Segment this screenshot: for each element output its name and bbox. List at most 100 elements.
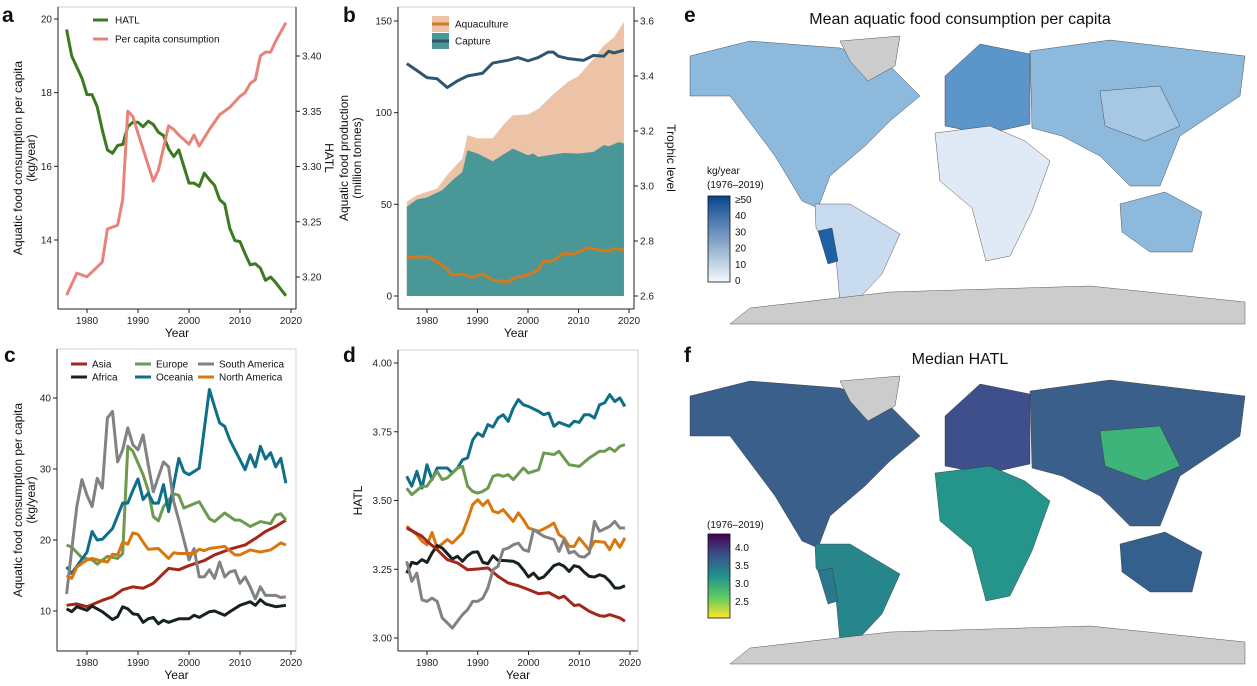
y-axis-label-unit: (million tonnes) — [350, 117, 364, 198]
panel-label-c: c — [4, 344, 16, 367]
series-line-africa — [65, 598, 287, 626]
x-axis-label: Year — [164, 668, 188, 682]
panel-label-b: b — [343, 4, 356, 27]
legend-label: Aquaculture — [455, 20, 509, 31]
y-axis-label-unit: (kg/year) — [24, 476, 38, 523]
series-line-per-capita-consumption — [65, 21, 288, 296]
colorbar-f-tick: 3.5 — [735, 561, 749, 572]
colorbar-e-period: (1976–2019) — [707, 180, 764, 191]
y-tick-label: 3.00 — [373, 634, 393, 645]
colorbar-e — [707, 195, 731, 283]
panel-label-f: f — [684, 344, 692, 367]
region-gl — [839, 375, 901, 422]
x-tick-label: 2000 — [178, 658, 201, 669]
x-tick-label: 2010 — [229, 658, 252, 669]
legend-label: Africa — [92, 373, 118, 384]
y-tick-label: 0 — [386, 292, 392, 303]
plot-frame — [397, 349, 639, 652]
y-right-tick-label: 3.40 — [302, 52, 322, 63]
x-tick-label: 2020 — [280, 658, 303, 669]
x-tick-label: 1990 — [127, 316, 150, 327]
region-pe — [817, 227, 839, 265]
series-line-asia — [405, 526, 626, 623]
colorbar-e-tick: 10 — [735, 260, 747, 271]
y-axis-right-label: HATL — [322, 143, 336, 173]
y-tick-label: 30 — [40, 465, 52, 476]
y-axis-label: Aquatic food production(million tonnes) — [337, 95, 364, 221]
series-line-oceania — [65, 387, 288, 575]
region-af — [934, 125, 1051, 262]
legend-label: Europe — [156, 360, 189, 371]
y-axis-label: Aquatic food consumption per capita(kg/y… — [11, 61, 38, 255]
x-tick-label: 2000 — [517, 316, 540, 327]
y-axis-label-line: Aquatic food consumption per capita — [11, 61, 25, 255]
series-line-south-america — [65, 409, 287, 601]
legend-label: HATL — [115, 16, 140, 27]
series-line-south-america — [405, 519, 625, 630]
map-f — [689, 375, 1246, 665]
region-cn — [1099, 425, 1181, 482]
x-tick-label: 1980 — [416, 316, 439, 327]
x-tick-label: 1980 — [416, 658, 439, 669]
colorbar-e-tick: 20 — [735, 244, 747, 255]
x-tick-label: 1990 — [466, 316, 489, 327]
x-tick-label: 2020 — [619, 658, 642, 669]
y-tick-label: 150 — [375, 17, 392, 28]
x-tick-label: 2010 — [567, 316, 590, 327]
y-tick-label: 20 — [40, 536, 52, 547]
y-tick-label: 3.75 — [373, 427, 393, 438]
series-line-oceania — [405, 393, 627, 490]
y-axis-right-label: Trophic level — [664, 124, 678, 192]
colorbar-f-tick: 4.0 — [735, 543, 749, 554]
y-tick-label: 3.25 — [373, 565, 393, 576]
series-line-north-america — [65, 531, 287, 580]
region-an — [729, 285, 1246, 325]
colorbar-e-tick: 40 — [735, 211, 747, 222]
map-title: Median HATL — [912, 351, 1009, 368]
colorbar-e-label: kg/year — [707, 166, 740, 177]
colorbar-f-tick: 2.5 — [735, 597, 749, 608]
series-line-europe — [405, 443, 626, 497]
series-line-hatl — [65, 29, 288, 297]
legend-label: Capture — [455, 37, 491, 48]
region-gl — [839, 35, 901, 82]
y-right-tick-label: 2.8 — [640, 237, 654, 248]
x-tick-label: 2020 — [618, 316, 641, 327]
region-af — [934, 465, 1051, 602]
x-tick-label: 2000 — [517, 658, 540, 669]
panel-b: 1980 1990 2000 2010 2020 Year 0 50 100 150 2.6 2.8 3… — [337, 6, 678, 340]
y-tick-label: 10 — [40, 607, 52, 618]
y-right-tick-label: 3.0 — [640, 182, 654, 193]
panel-label-a: a — [2, 4, 14, 27]
x-tick-label: 1990 — [127, 658, 150, 669]
x-axis-label: Year — [506, 668, 530, 682]
series-line-asia — [66, 518, 287, 609]
series-line-aquaculture — [406, 246, 625, 284]
y-tick-label: 4.00 — [373, 359, 393, 370]
x-axis-label: Year — [504, 326, 528, 340]
legend-label: South America — [219, 360, 284, 371]
x-tick-label: 2010 — [229, 316, 252, 327]
panel-d: 1980 1990 2000 2010 2020 Year 3.00 3.25 3.50 3.75… — [351, 349, 642, 682]
series-line-capture — [405, 48, 625, 90]
legend-label: Oceania — [156, 373, 194, 384]
x-tick-label: 1980 — [76, 658, 99, 669]
panel-label-d: d — [343, 344, 356, 367]
plot-frame — [57, 6, 297, 310]
map-e — [689, 35, 1246, 325]
region-cn — [1099, 85, 1181, 142]
panel-label-e: e — [684, 4, 696, 27]
panel-c: 1980 1990 2000 2010 2020 Year 10 20 30 40 Aquatic … — [11, 348, 303, 682]
y-tick-label: 40 — [40, 394, 52, 405]
x-tick-label: 2010 — [568, 658, 591, 669]
panel-a: 1980 1990 2000 2010 2020 Year 14 16 18 20 3.20 3.25… — [11, 6, 336, 340]
y-axis-label-unit: (kg/year) — [24, 134, 38, 181]
legend-label: Per capita consumption — [115, 35, 220, 46]
y-right-tick-label: 3.2 — [640, 127, 654, 138]
x-axis-label: Year — [165, 326, 189, 340]
y-right-tick-label: 3.4 — [640, 72, 654, 83]
area-capture — [406, 142, 624, 296]
x-tick-label: 2020 — [280, 316, 303, 327]
y-axis-label-line: Aquatic food consumption per capita — [11, 403, 25, 597]
